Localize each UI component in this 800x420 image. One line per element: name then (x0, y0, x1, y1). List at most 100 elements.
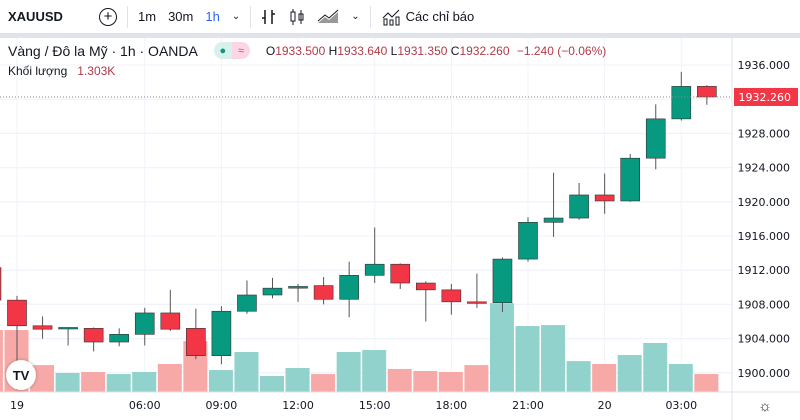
candle-body (186, 328, 206, 356)
interval-1m[interactable]: 1m (138, 9, 157, 24)
candle-body (339, 275, 359, 300)
divider (250, 5, 252, 28)
price-tick-label: 1912.000 (738, 264, 791, 277)
candle-body (237, 294, 257, 312)
symbol-search[interactable]: XAUUSD (8, 9, 63, 24)
candle-body (134, 312, 155, 335)
time-tick-label: 12:00 (282, 399, 314, 412)
candle-body (645, 118, 666, 159)
high-label: H (328, 43, 338, 58)
area-chart-icon (317, 9, 339, 23)
chart-type-dropdown[interactable]: ⌄ (345, 4, 365, 30)
volume-bar (566, 361, 591, 392)
close-label: C (450, 43, 460, 58)
candle-body (518, 222, 538, 260)
last-price-label: 1932.260 (739, 91, 792, 104)
candle-body (620, 157, 641, 202)
time-tick-label: 18:00 (435, 399, 467, 412)
volume-bar (132, 371, 157, 392)
candle-body (467, 301, 487, 304)
candle-body (594, 194, 615, 202)
volume-bar (694, 374, 719, 392)
volume-bar (541, 325, 566, 392)
volume-bar (592, 363, 617, 392)
candle-body (671, 86, 692, 120)
volume-bar (489, 303, 514, 392)
price-tick-label: 1904.000 (738, 333, 791, 346)
area-style-button[interactable] (311, 4, 345, 30)
candles-icon (290, 8, 304, 25)
settings-gear-icon[interactable]: ☼ (758, 398, 772, 415)
volume-bar (0, 330, 3, 392)
time-tick-label: 09:00 (206, 399, 238, 412)
price-tick-label: 1920.000 (738, 196, 791, 209)
price-tick-label: 1900.000 (738, 367, 791, 380)
candles-style-button[interactable] (283, 4, 311, 30)
candle-body (543, 217, 564, 223)
time-tick-label: 20 (598, 399, 612, 412)
candle-body (390, 263, 411, 284)
chart-legend: Vàng / Đô la Mỹ · 1h · OANDA ● ≈ O1933.50… (8, 42, 606, 59)
time-tick-label: 06:00 (129, 399, 161, 412)
market-open-dot-icon: ● (213, 42, 232, 59)
time-tick-label: 21:00 (512, 399, 544, 412)
divider (369, 5, 371, 28)
volume-bar (285, 367, 310, 392)
divider (127, 5, 128, 28)
volume-label[interactable]: Khối lượng (8, 64, 68, 78)
status-pill: ● ≈ (213, 42, 250, 59)
indicators-button[interactable]: Các chỉ báo (375, 4, 481, 30)
candle-body (288, 286, 308, 289)
volume-bar (617, 355, 642, 392)
interval-dropdown[interactable]: ⌄ (226, 4, 246, 30)
delayed-icon: ≈ (231, 42, 250, 59)
volume-bar (234, 351, 259, 392)
price-tick-label: 1928.000 (738, 127, 791, 140)
volume-bar (668, 363, 693, 392)
candle-body (364, 263, 385, 276)
ohlc-values: O1933.500 H1933.640 L1931.350 C1932.260 … (266, 44, 606, 58)
tradingview-logo[interactable]: TV (6, 360, 36, 390)
volume-bar (208, 370, 233, 392)
series-title[interactable]: Vàng / Đô la Mỹ · 1h · OANDA (8, 42, 198, 59)
low-label: L (390, 43, 398, 58)
plus-circle-icon: + (99, 7, 117, 26)
candle-body (211, 310, 232, 356)
candle-body (0, 267, 2, 301)
indicators-label: Các chỉ báo (405, 9, 475, 24)
candle-body (569, 194, 589, 219)
open-label: O (265, 43, 276, 58)
candle-body (160, 312, 181, 330)
time-tick-label: 19 (10, 399, 24, 412)
close-value: 1932.260 (459, 43, 510, 58)
candle-body (262, 287, 283, 296)
volume-bar (311, 374, 336, 392)
price-tick-label: 1924.000 (738, 162, 791, 175)
interval-1h[interactable]: 1h (205, 9, 220, 24)
low-value: 1931.350 (397, 43, 448, 58)
candle-body (415, 282, 436, 291)
last-price-badge (734, 87, 798, 106)
volume-bar (438, 371, 463, 392)
change-value: −1.240 (−0.06%) (516, 43, 607, 58)
high-value: 1933.640 (337, 43, 388, 58)
price-tick-label: 1908.000 (738, 298, 791, 311)
bars-style-button[interactable] (255, 4, 283, 30)
candle-body (83, 328, 104, 343)
candle-body (492, 258, 513, 303)
time-tick-label: 15:00 (359, 399, 391, 412)
volume-bar (643, 343, 668, 392)
volume-bar (55, 372, 80, 392)
indicators-icon (382, 9, 400, 25)
interval-30m[interactable]: 30m (168, 9, 194, 24)
candle-body (58, 327, 78, 330)
toolbar-divider (0, 33, 800, 38)
price-tick-label: 1936.000 (738, 59, 791, 72)
bars-icon (262, 9, 276, 24)
price-chart[interactable]: 1936.000 1928.000 1924.000 1920.000 1916.000… (0, 38, 800, 420)
candle-body (32, 325, 53, 330)
volume-bar (81, 371, 106, 392)
volume-bar (362, 350, 387, 392)
compare-symbol-button[interactable]: + (93, 4, 123, 30)
chevron-down-icon: ⌄ (351, 11, 360, 22)
